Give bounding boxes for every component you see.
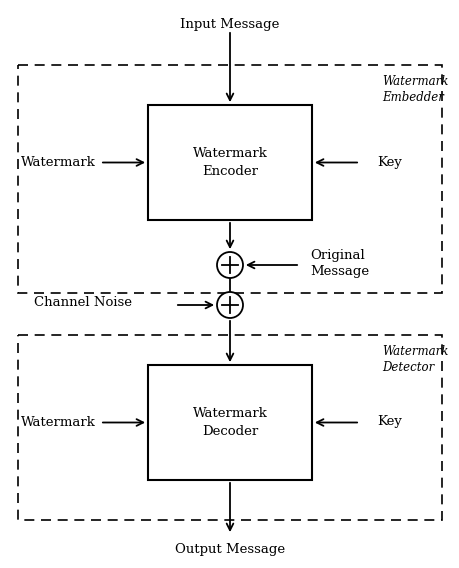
Text: Original
Message: Original Message — [309, 249, 368, 278]
Text: Key: Key — [377, 156, 402, 169]
Text: Output Message: Output Message — [174, 544, 285, 557]
Bar — [148, 105, 311, 220]
Text: Channel Noise: Channel Noise — [34, 295, 132, 308]
Text: Watermark: Watermark — [21, 416, 95, 428]
Text: Watermark
Detector: Watermark Detector — [381, 345, 448, 374]
Text: Watermark
Encoder: Watermark Encoder — [192, 147, 267, 178]
Circle shape — [217, 252, 242, 278]
Bar — [18, 335, 441, 520]
Text: Input Message: Input Message — [180, 18, 279, 31]
Bar — [148, 365, 311, 480]
Text: Key: Key — [377, 416, 402, 428]
Text: Watermark
Embedder: Watermark Embedder — [381, 75, 448, 104]
Text: Watermark: Watermark — [21, 156, 95, 169]
Circle shape — [217, 292, 242, 318]
Text: Watermark
Decoder: Watermark Decoder — [192, 407, 267, 438]
Bar — [18, 65, 441, 293]
